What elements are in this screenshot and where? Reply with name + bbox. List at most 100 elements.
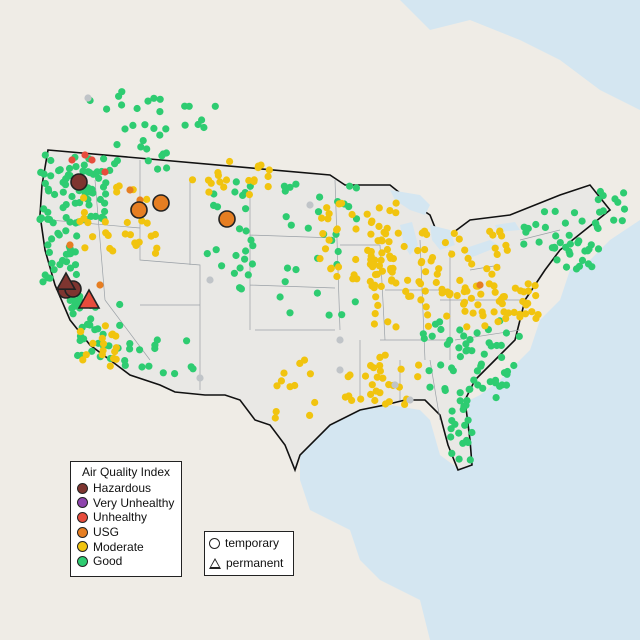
- station-marker: [385, 381, 393, 389]
- station-marker: [232, 178, 240, 186]
- station-marker: [461, 307, 469, 315]
- station-marker: [87, 315, 95, 323]
- station-marker: [406, 396, 414, 404]
- station-marker: [171, 370, 179, 378]
- station-marker: [352, 255, 360, 264]
- station-marker: [187, 363, 195, 371]
- station-marker: [85, 201, 93, 209]
- station-marker: [137, 143, 145, 151]
- station-marker: [196, 374, 204, 382]
- station-marker: [40, 205, 48, 213]
- station-marker: [520, 288, 528, 296]
- station-marker: [69, 310, 77, 318]
- station-marker: [551, 207, 559, 215]
- station-marker: [392, 209, 400, 217]
- station-marker: [374, 301, 382, 309]
- station-marker: [138, 363, 146, 371]
- station-marker: [156, 131, 164, 139]
- station-marker: [520, 240, 528, 248]
- station-marker: [323, 204, 331, 212]
- station-marker: [456, 353, 464, 361]
- station-marker: [44, 274, 52, 282]
- station-marker: [377, 256, 385, 264]
- station-marker: [503, 246, 511, 254]
- station-marker: [379, 374, 387, 382]
- station-marker: [334, 263, 343, 271]
- station-marker: [498, 353, 506, 361]
- station-marker: [99, 346, 107, 355]
- station-marker: [497, 341, 505, 349]
- station-marker: [80, 335, 88, 343]
- station-marker: [585, 245, 593, 253]
- station-marker: [502, 381, 511, 389]
- station-marker: [424, 311, 432, 319]
- station-marker: [381, 400, 390, 408]
- station-marker: [455, 455, 463, 463]
- station-marker: [336, 366, 344, 374]
- station-marker: [367, 230, 375, 238]
- station-marker: [521, 310, 530, 318]
- station-marker: [352, 184, 360, 192]
- station-marker: [376, 362, 384, 370]
- station-marker: [346, 182, 354, 190]
- station-marker: [132, 241, 140, 250]
- station-marker: [456, 276, 464, 284]
- station-marker: [575, 262, 584, 270]
- station-marker: [80, 208, 88, 217]
- station-marker: [375, 222, 383, 230]
- station-marker: [118, 101, 126, 109]
- station-marker: [357, 395, 365, 403]
- station-marker: [618, 217, 626, 225]
- station-marker: [222, 176, 231, 184]
- station-marker: [194, 120, 202, 129]
- station-marker: [68, 192, 76, 201]
- station-marker: [494, 318, 502, 326]
- station-marker: [461, 246, 469, 254]
- station-marker: [277, 377, 285, 385]
- station-marker: [66, 264, 75, 272]
- station-marker: [286, 383, 294, 391]
- station-marker: [144, 157, 152, 165]
- station-marker: [437, 325, 445, 334]
- station-marker: [314, 208, 323, 216]
- station-marker: [489, 231, 497, 239]
- station-marker: [325, 311, 333, 319]
- station-marker: [151, 249, 160, 257]
- hazardous-swatch: [77, 482, 88, 494]
- station-marker: [420, 334, 428, 343]
- station-marker: [361, 372, 370, 380]
- station-marker: [392, 279, 400, 287]
- station-marker: [306, 411, 314, 419]
- station-marker: [456, 397, 464, 405]
- station-marker: [510, 308, 518, 316]
- station-marker: [80, 161, 88, 169]
- unhealthy-swatch: [77, 511, 88, 523]
- permanent-monitor-marker: [77, 288, 101, 309]
- station-marker: [66, 241, 74, 249]
- station-marker: [116, 300, 124, 309]
- station-marker: [447, 425, 455, 433]
- station-marker: [292, 266, 300, 274]
- station-marker: [242, 227, 250, 235]
- station-marker: [391, 381, 399, 389]
- station-marker: [483, 265, 491, 273]
- station-marker: [402, 287, 410, 295]
- station-marker: [44, 241, 52, 249]
- station-marker: [109, 247, 117, 255]
- station-marker: [374, 237, 382, 245]
- station-marker: [370, 284, 378, 292]
- station-marker: [400, 242, 408, 251]
- station-marker: [81, 151, 89, 159]
- station-marker: [535, 238, 543, 246]
- station-marker: [126, 186, 134, 194]
- station-marker: [121, 125, 129, 133]
- station-marker: [244, 271, 252, 279]
- station-marker: [372, 293, 380, 301]
- station-marker: [143, 145, 151, 153]
- station-marker: [421, 246, 429, 254]
- station-marker: [66, 296, 74, 304]
- station-marker: [594, 196, 602, 204]
- station-marker: [73, 232, 81, 240]
- legend-item-very-unhealthy: Very Unhealthy: [71, 496, 181, 511]
- station-marker: [364, 246, 372, 254]
